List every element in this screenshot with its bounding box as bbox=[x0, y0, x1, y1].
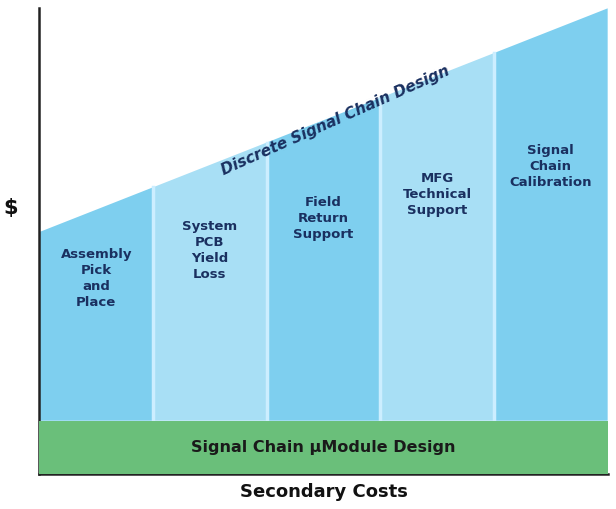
Text: System
PCB
Yield
Loss: System PCB Yield Loss bbox=[182, 220, 238, 281]
Text: Discrete Signal Chain Design: Discrete Signal Chain Design bbox=[219, 63, 452, 178]
Text: Assembly
Pick
and
Place: Assembly Pick and Place bbox=[60, 248, 132, 309]
Polygon shape bbox=[153, 143, 267, 421]
Y-axis label: $: $ bbox=[4, 198, 18, 218]
Text: Signal
Chain
Calibration: Signal Chain Calibration bbox=[509, 144, 592, 189]
Text: MFG
Technical
Support: MFG Technical Support bbox=[403, 172, 472, 217]
Polygon shape bbox=[381, 53, 494, 421]
Polygon shape bbox=[39, 187, 153, 421]
Polygon shape bbox=[494, 8, 607, 421]
Text: Field
Return
Support: Field Return Support bbox=[293, 195, 354, 241]
Polygon shape bbox=[267, 98, 381, 421]
Bar bbox=[39, 421, 607, 474]
Text: Signal Chain μModule Design: Signal Chain μModule Design bbox=[192, 440, 456, 455]
X-axis label: Secondary Costs: Secondary Costs bbox=[240, 483, 408, 501]
